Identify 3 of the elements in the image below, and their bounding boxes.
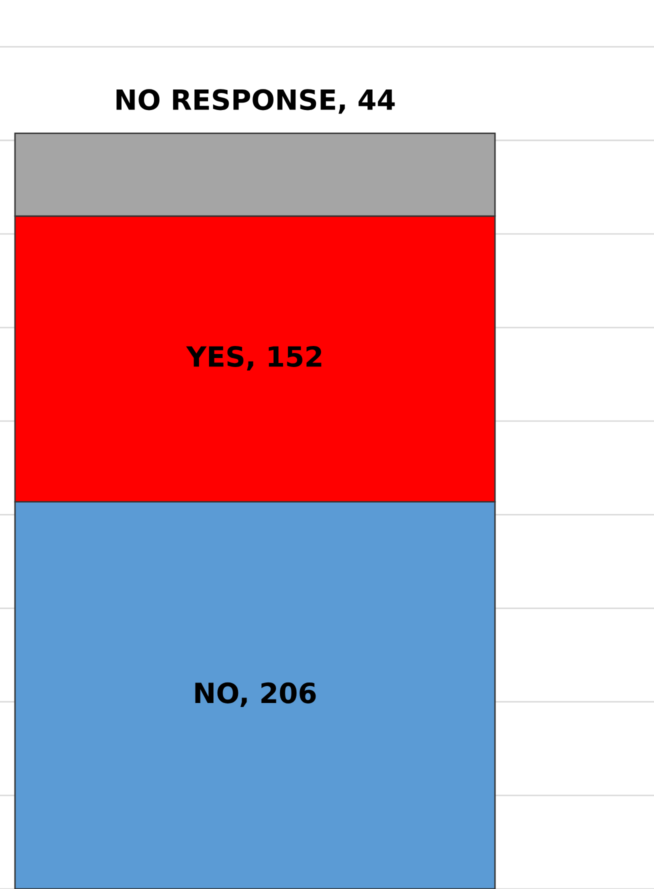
data-label: NO RESPONSE, 44	[116, 89, 395, 114]
data-label: YES, 152	[186, 346, 322, 371]
data-label: NO, 206	[195, 682, 316, 707]
